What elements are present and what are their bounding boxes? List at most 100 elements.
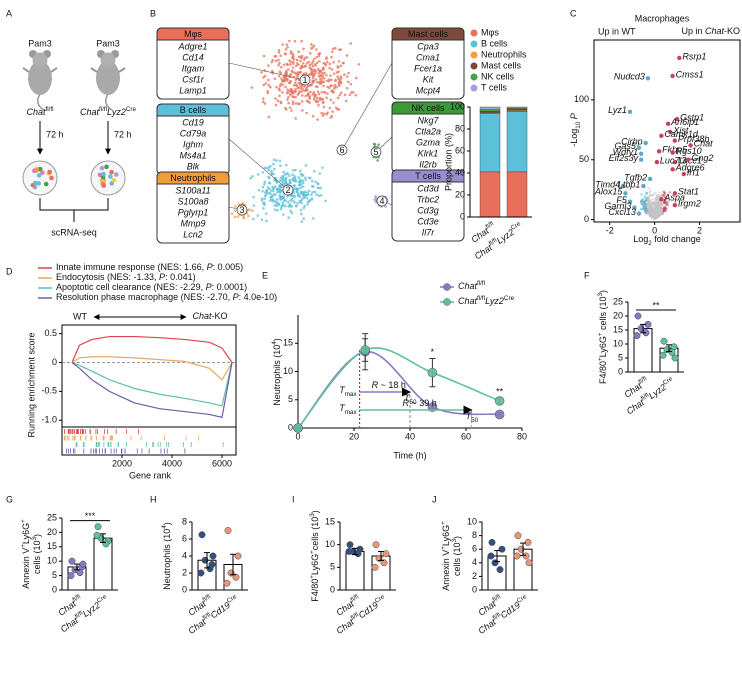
- umap-cell: [321, 101, 325, 104]
- umap-cell: [300, 90, 303, 94]
- umap-cell: [269, 189, 273, 193]
- umap-cell: [296, 194, 300, 198]
- umap-cell: [275, 198, 279, 201]
- marker-gene: Ctla2a: [415, 126, 441, 136]
- umap-cell: [309, 90, 312, 94]
- gene-point: [636, 145, 642, 150]
- umap-cell: [301, 185, 305, 188]
- gene-point: [674, 116, 680, 122]
- umap-cell: [250, 86, 254, 89]
- umap-cell: [289, 50, 293, 53]
- umap-cell: [306, 92, 310, 95]
- y-axis-label: Annexin V+Ly6G+: [20, 519, 31, 589]
- umap-cell: [317, 92, 321, 96]
- legend-swatch: [470, 84, 478, 92]
- legend-label: Endocytosis (NES: -1.33, P: 0.041): [56, 272, 196, 282]
- y-tick-label: 4: [182, 550, 187, 560]
- text-part: ): [598, 290, 608, 293]
- umap-cell: [295, 58, 299, 62]
- umap-cell: [278, 84, 282, 88]
- umap-cell: [325, 73, 328, 77]
- umap-cell: [284, 85, 287, 89]
- umap-cell: [262, 83, 266, 87]
- umap-cell: [275, 159, 278, 162]
- umap-cell: [315, 61, 319, 65]
- umap-cell: [290, 197, 294, 200]
- text-part: ): [162, 522, 172, 525]
- umap-cell: [299, 186, 303, 190]
- text-part: Apoptotic cell clearance (NES: -2.29,: [56, 282, 206, 292]
- umap-cell: [351, 90, 355, 94]
- umap-cell: [292, 83, 296, 87]
- umap-cell: [247, 214, 250, 218]
- marker-gene: Cd79a: [180, 128, 207, 138]
- text-part: Chat: [26, 107, 46, 117]
- text-part: cells (10: [452, 543, 462, 577]
- umap-cell: [318, 59, 321, 63]
- umap-cell: [298, 183, 302, 187]
- marker-gene: Il7r: [422, 227, 436, 237]
- umap-cell: [330, 68, 334, 71]
- marker-gene: Cma1: [416, 52, 440, 62]
- text-part: 50: [410, 399, 418, 406]
- background-gene: [639, 200, 643, 203]
- umap-cell: [293, 168, 297, 172]
- umap-cell: [279, 82, 283, 86]
- umap-cell: [335, 71, 339, 74]
- y-tick-label: 15: [47, 541, 57, 551]
- text-part: ): [310, 510, 320, 513]
- umap-cell: [252, 204, 256, 207]
- background-gene: [651, 209, 655, 212]
- umap-cell: [301, 179, 304, 183]
- leader-line: [228, 62, 306, 81]
- legend-label: Apoptotic cell clearance (NES: -2.29, P:…: [56, 282, 247, 292]
- umap-cell: [299, 59, 302, 63]
- umap-cell: [277, 74, 281, 78]
- background-gene: [649, 204, 652, 208]
- umap-cell: [306, 100, 310, 103]
- data-point: [524, 538, 532, 546]
- umap-cell: [289, 199, 292, 202]
- legend-label: NK cells: [481, 71, 515, 81]
- mouse-body: [28, 61, 52, 95]
- umap-cell: [312, 98, 316, 101]
- data-point: [234, 552, 242, 560]
- umap-cell: [281, 175, 284, 179]
- data-point: [79, 560, 87, 568]
- umap-cell: [339, 81, 343, 85]
- gene-label: Garnl3: [604, 201, 631, 211]
- umap-cell: [302, 217, 306, 220]
- x-tick-label: 0: [652, 225, 657, 235]
- y-tick-label: 50: [579, 154, 589, 164]
- data-point: [494, 396, 505, 406]
- umap-cell: [312, 57, 316, 61]
- umap-cell: [317, 72, 321, 75]
- umap-cell: [270, 195, 273, 199]
- umap-cell: [284, 70, 288, 73]
- text-part: T: [466, 411, 473, 421]
- background-gene: [652, 211, 655, 215]
- data-point: [514, 532, 522, 540]
- umap-cell: [300, 212, 303, 216]
- marker-gene: Cd3e: [417, 216, 439, 226]
- cell: [101, 183, 106, 188]
- umap-cell: [276, 99, 280, 102]
- umap-cell: [338, 78, 342, 81]
- enrichment-curve: [71, 356, 233, 381]
- text-part: 2: [648, 240, 652, 247]
- gene-label: Rgs10: [676, 146, 702, 156]
- umap-cell: [322, 105, 326, 109]
- y-tick-label: 40: [455, 167, 465, 177]
- umap-cell: [301, 173, 305, 177]
- significance: ***: [85, 511, 96, 521]
- text-part: 50: [471, 417, 479, 424]
- umap-cell: [311, 93, 315, 96]
- text-part: 3: [309, 513, 316, 517]
- gene-label: Nudcd3: [614, 72, 645, 82]
- umap-cell: [284, 163, 288, 167]
- cell: [104, 164, 109, 170]
- marker-box-title: Mast cells: [408, 29, 449, 39]
- umap-cell: [313, 190, 317, 194]
- umap-cell: [374, 195, 377, 198]
- umap-cell: [307, 60, 311, 64]
